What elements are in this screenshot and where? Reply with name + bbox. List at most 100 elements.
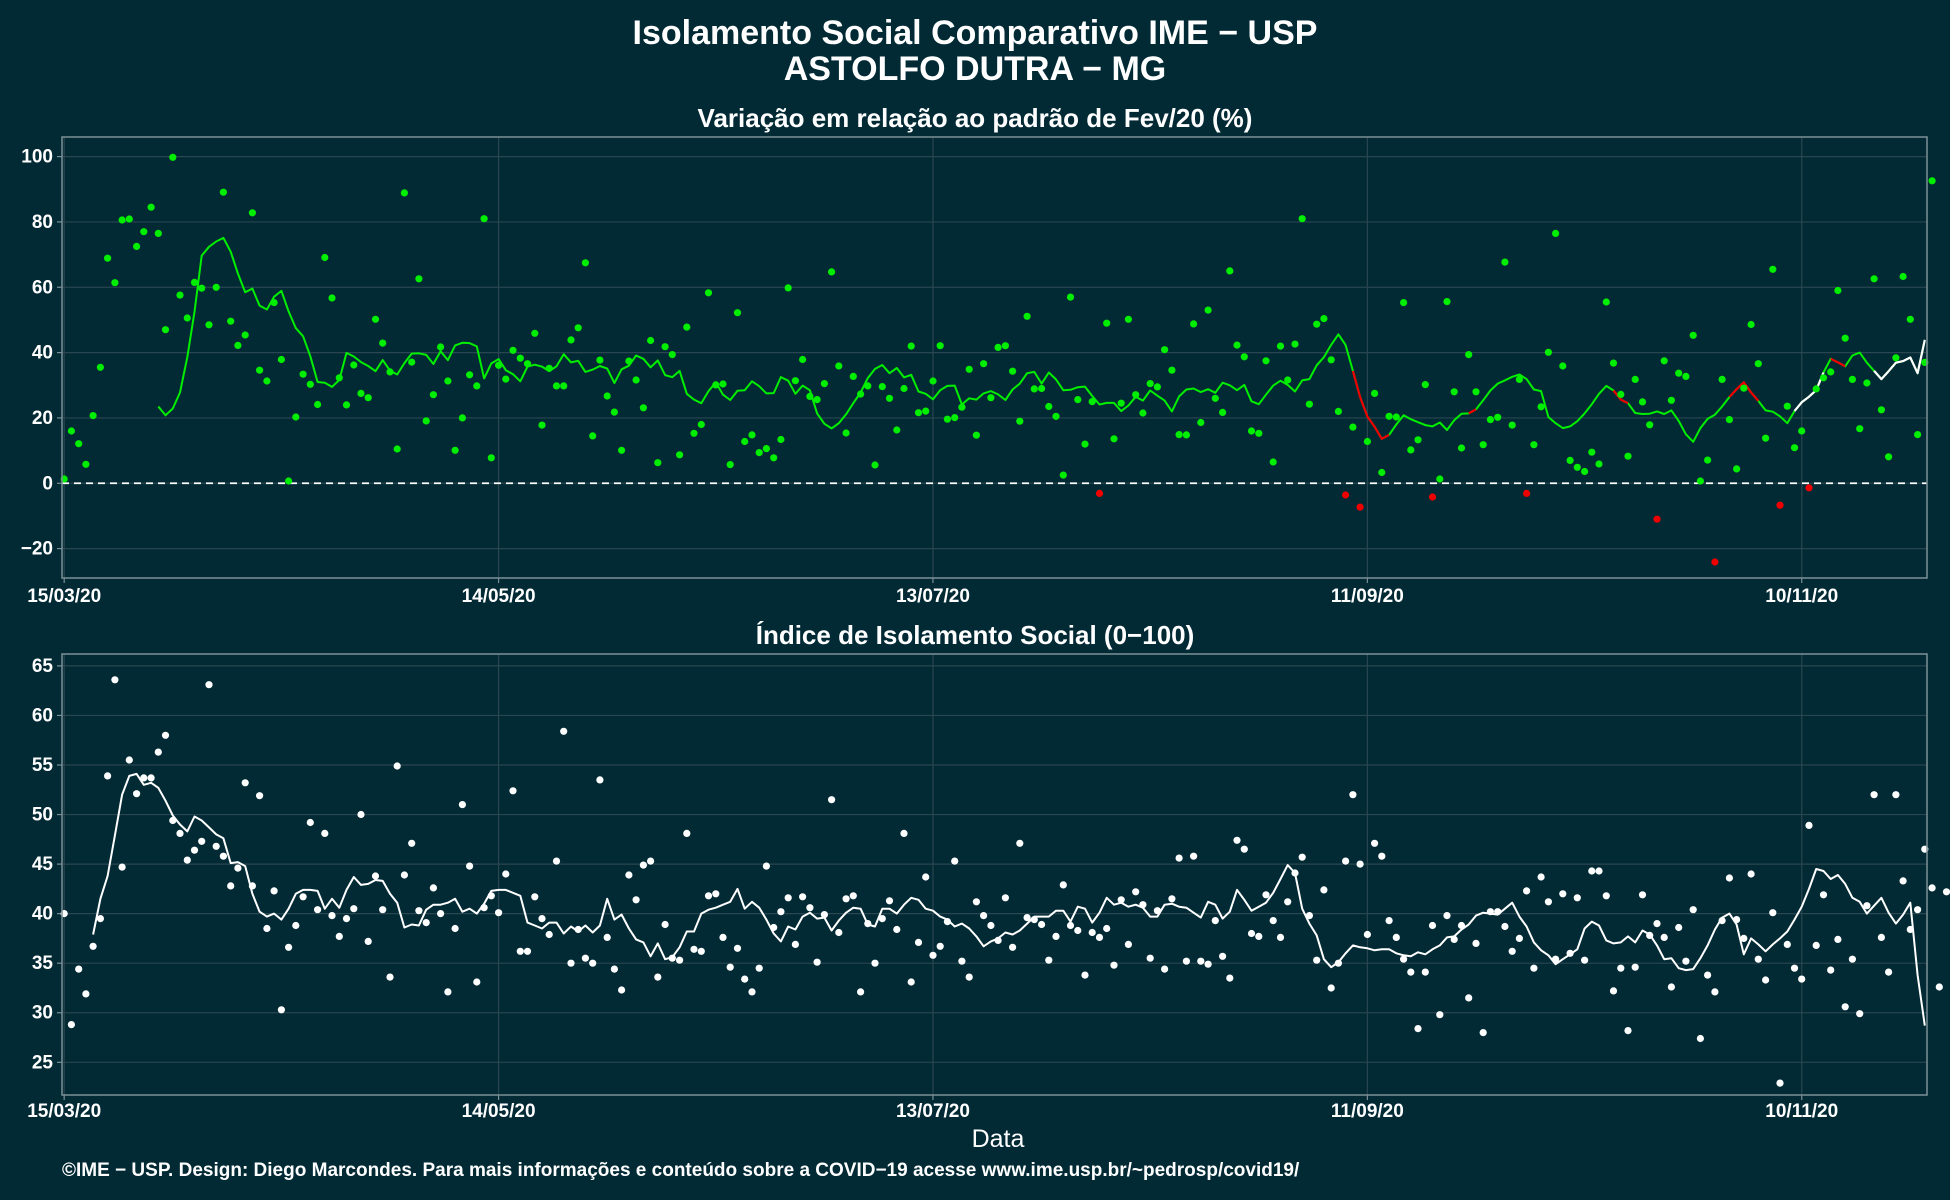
data-point — [400, 871, 408, 879]
data-point — [574, 324, 582, 332]
data-point — [1675, 369, 1683, 377]
data-point — [690, 429, 698, 437]
data-point — [205, 681, 213, 689]
y-tick-label: 100 — [21, 147, 53, 168]
data-point — [147, 774, 155, 782]
data-point — [842, 429, 850, 437]
data-point — [1486, 908, 1494, 916]
data-point — [1877, 406, 1885, 414]
data-point — [835, 362, 843, 370]
y-tick-label: −20 — [21, 539, 53, 560]
y-tick-label: 60 — [32, 277, 53, 298]
data-point — [1436, 1011, 1444, 1019]
data-point — [552, 382, 561, 390]
data-point — [581, 954, 590, 962]
panel-border — [61, 653, 1928, 1096]
data-point — [603, 933, 611, 942]
data-point — [1667, 396, 1675, 404]
data-point — [1103, 319, 1111, 327]
data-point — [1045, 402, 1053, 411]
data-point — [1132, 391, 1140, 399]
data-point — [1501, 258, 1509, 266]
data-point — [1841, 334, 1849, 342]
data-point — [1001, 894, 1010, 902]
y-tick-label: 80 — [32, 212, 53, 233]
data-point — [697, 947, 705, 955]
moving-average-negative-segment — [1612, 389, 1629, 405]
data-point — [523, 360, 532, 368]
data-point — [1204, 960, 1212, 968]
data-point — [1689, 906, 1697, 914]
data-point — [1523, 489, 1531, 497]
data-point — [1885, 453, 1893, 461]
data-point — [1052, 932, 1060, 941]
data-point — [1769, 909, 1777, 917]
x-tick-label: 10/11/20 — [1765, 1101, 1838, 1122]
data-point — [683, 323, 691, 331]
data-point — [791, 377, 800, 385]
data-point — [1255, 429, 1263, 437]
data-point — [885, 394, 894, 402]
data-point — [1305, 912, 1313, 920]
data-point — [1682, 372, 1690, 380]
data-point — [1870, 791, 1878, 799]
data-point — [1059, 881, 1067, 889]
data-point — [1407, 446, 1415, 454]
data-point — [321, 253, 329, 262]
data-point — [408, 839, 416, 847]
data-point — [1153, 383, 1161, 391]
data-point — [285, 477, 293, 485]
data-point — [618, 986, 626, 994]
data-point — [386, 973, 394, 981]
data-point — [828, 268, 836, 276]
data-point — [1465, 994, 1473, 1002]
data-point — [1428, 921, 1437, 930]
data-point — [1103, 924, 1111, 933]
y-tick-label: 0 — [42, 473, 53, 494]
data-point — [248, 882, 256, 890]
data-point — [1559, 362, 1567, 370]
data-point — [581, 259, 590, 267]
data-point — [1682, 957, 1690, 965]
data-point — [929, 377, 937, 385]
y-tick-label: 55 — [32, 755, 54, 776]
x-tick-label: 11/09/20 — [1331, 1101, 1404, 1122]
y-tick-label: 65 — [32, 656, 54, 677]
data-point — [198, 284, 206, 292]
data-point — [1602, 298, 1610, 306]
data-point — [509, 787, 517, 795]
data-point — [1776, 501, 1784, 509]
data-point — [1211, 394, 1219, 402]
data-point — [1009, 943, 1017, 951]
data-point — [871, 461, 879, 469]
data-point — [1291, 869, 1299, 877]
data-point — [1443, 298, 1451, 306]
data-point — [1081, 440, 1089, 448]
data-point — [531, 893, 539, 901]
data-point — [335, 932, 343, 941]
data-point — [1776, 1079, 1784, 1087]
data-point — [1631, 963, 1639, 971]
data-point — [1863, 379, 1871, 387]
data-point — [1371, 839, 1379, 847]
data-point — [314, 906, 322, 914]
data-point — [1783, 402, 1791, 410]
data-point — [1030, 916, 1038, 924]
data-point — [733, 309, 742, 317]
data-point — [393, 762, 401, 770]
data-point — [1421, 381, 1429, 389]
data-point — [1219, 952, 1227, 960]
data-point — [1284, 898, 1292, 906]
data-point — [458, 801, 466, 809]
data-point — [169, 816, 177, 825]
data-point — [1515, 375, 1523, 383]
data-point — [1899, 272, 1907, 281]
data-point — [299, 370, 307, 378]
data-point — [1313, 320, 1321, 328]
data-point — [567, 959, 575, 967]
data-point — [1168, 895, 1176, 903]
data-point — [125, 756, 133, 764]
footer-credit: ©IME − USP. Design: Diego Marcondes. Par… — [62, 1160, 1300, 1181]
data-point — [1001, 342, 1010, 350]
